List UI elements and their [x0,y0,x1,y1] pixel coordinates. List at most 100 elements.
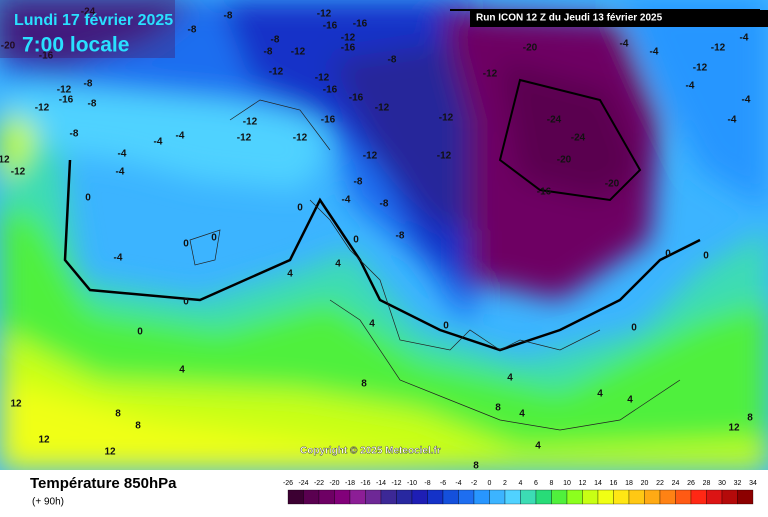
contour-label: -12 [439,113,454,124]
contour-label: 4 [335,259,341,270]
legend-tick-label: -16 [360,480,370,487]
contour-label: -12 [315,73,330,84]
legend-swatch [334,489,351,505]
contour-label: -12 [437,151,452,162]
legend-tick-label: -2 [471,480,477,487]
contour-label: -16 [323,85,338,96]
legend-tick-label: 2 [503,480,507,487]
legend-swatch [504,489,521,505]
legend-swatch [721,489,738,505]
contour-label: -4 [650,47,659,58]
contour-label: -16 [341,43,356,54]
legend-swatch [489,489,506,505]
legend-tick-label: -4 [455,480,461,487]
footer-title: Température 850hPa [30,475,177,492]
contour-label: -12 [483,69,498,80]
contour-label: -4 [740,33,749,44]
contour-label: -20 [523,43,538,54]
contour-label: -4 [342,195,351,206]
legend-swatch [628,489,645,505]
time: 7:00 locale [22,34,129,57]
contour-label: 0 [297,203,303,214]
contour-label: -16 [323,21,338,32]
contour-label: -16 [59,95,74,106]
legend-swatch [473,489,490,505]
legend-swatch [411,489,428,505]
contour-label: -12 [269,67,284,78]
legend-tick-label: 30 [718,480,726,487]
contour-label: -12 [341,33,356,44]
contour-label: -4 [114,253,123,264]
legend-swatch [597,489,614,505]
legend-swatch [318,489,335,505]
run-box [470,10,768,27]
legend-tick-label: 28 [703,480,711,487]
header-shade [0,0,175,58]
legend-tick-label: 22 [656,480,664,487]
legend-tick-label: 4 [519,480,523,487]
legend-tick-label: 12 [579,480,587,487]
contour-label: -4 [742,95,751,106]
contour-label: -12 [291,47,306,58]
legend-tick-label: -26 [283,480,293,487]
contour-label: 8 [747,413,753,424]
contour-label: 4 [535,441,541,452]
contour-label: 8 [115,409,121,420]
contour-label: -8 [264,47,273,58]
contour-label: -4 [686,81,695,92]
contour-label: -12 [237,133,252,144]
contour-label: 4 [507,373,513,384]
contour-label: 4 [627,395,633,406]
legend-swatch [287,489,304,505]
contour-label: -16 [349,93,364,104]
contour-label: 0 [631,323,637,334]
legend-swatch [675,489,692,505]
legend-swatch [303,489,320,505]
contour-label: -16 [537,187,552,198]
contour-label: -20 [1,41,16,52]
contour-label: -20 [557,155,572,166]
contour-label: 12 [10,399,22,410]
legend-swatch [644,489,661,505]
legend-swatch [613,489,630,505]
contour-label: -4 [118,149,127,160]
contour-label: 0 [443,321,449,332]
contour-label: -8 [224,11,233,22]
contour-label: 0 [183,297,189,308]
legend-tick-label: -18 [345,480,355,487]
legend-tick-label: 14 [594,480,602,487]
contour-labels: -24 -8-8-12-16 -16-12-16-8-8 -12-12-12-16-1… [0,7,753,472]
contour-label: -8 [271,35,280,46]
contour-label: -8 [70,129,79,140]
legend-swatch [582,489,599,505]
legend-swatch [520,489,537,505]
contour-label: -12 [57,85,72,96]
contour-label: -24 [81,7,96,18]
legend-swatch [659,489,676,505]
contour-label: -24 [571,133,586,144]
legend-tick-label: -12 [391,480,401,487]
contour-label: -12 [317,9,332,20]
contour-label: 0 [137,327,143,338]
contour-label: 8 [495,403,501,414]
contour-label: -8 [396,231,405,242]
legend-swatch [535,489,552,505]
legend-tick-label: 8 [550,480,554,487]
contour-label: -8 [380,199,389,210]
contour-label: 0 [85,193,91,204]
contour-label: -16 [353,19,368,30]
contour-label: -8 [388,55,397,66]
legend-swatch [706,489,723,505]
contour-label: 12 [728,423,740,434]
contour-label: -16 [39,51,54,62]
coastlines [189,99,681,431]
legend-swatch [458,489,475,505]
contour-label: 8 [473,461,479,472]
contour-label: -8 [354,177,363,188]
legend-tick-label: 32 [734,480,742,487]
contour-label: 0 [353,235,359,246]
legend-swatch [690,489,707,505]
contour-label: -4 [154,137,163,148]
legend-tick-label: 20 [641,480,649,487]
